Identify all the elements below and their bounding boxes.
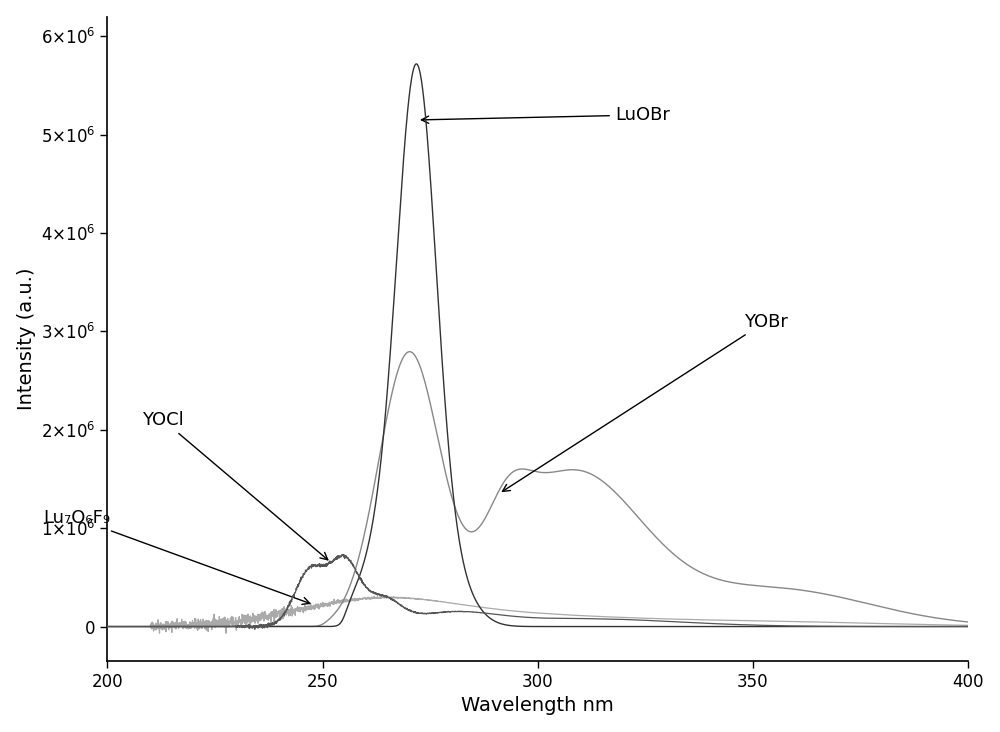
Y-axis label: Intensity (a.u.): Intensity (a.u.) xyxy=(17,268,36,410)
X-axis label: Wavelength nm: Wavelength nm xyxy=(461,696,614,715)
Text: YOBr: YOBr xyxy=(502,313,788,491)
Text: YOCl: YOCl xyxy=(142,411,328,560)
Text: LuOBr: LuOBr xyxy=(421,106,670,124)
Text: Lu₇O₆F₉: Lu₇O₆F₉ xyxy=(43,509,310,605)
